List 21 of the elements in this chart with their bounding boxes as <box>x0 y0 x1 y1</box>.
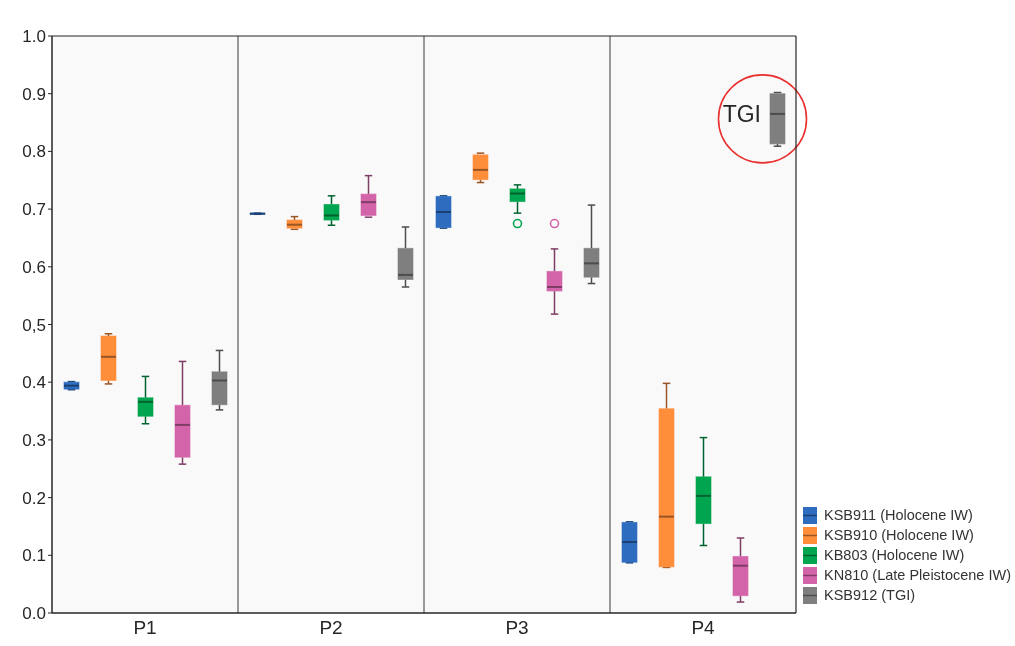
x-tick-label: P2 <box>319 617 343 639</box>
y-tick-label: 0.6 <box>22 257 46 277</box>
y-tick-label: 0.2 <box>22 488 46 508</box>
x-tick-label: P1 <box>133 617 157 639</box>
y-tick-label: 0.1 <box>22 546 46 566</box>
y-tick-label: 0.4 <box>22 373 46 393</box>
y-tick-label: 0.9 <box>22 84 46 104</box>
y-tick-label: 0,5 <box>22 315 46 335</box>
legend-label: KB803 (Holocene IW) <box>824 546 965 565</box>
annotation: TGI <box>722 100 761 127</box>
y-tick-label: 1.0 <box>22 27 46 47</box>
y-tick-label: 0.0 <box>22 604 46 624</box>
x-tick-label: P4 <box>691 617 716 639</box>
legend-label: KSB910 (Holocene IW) <box>824 526 974 545</box>
y-tick-label: 0.7 <box>22 200 46 220</box>
y-tick-label: 0.8 <box>22 142 46 162</box>
x-tick-label: P3 <box>505 617 529 639</box>
y-tick-label: 0.3 <box>22 430 46 450</box>
legend-label: KSB911 (Holocene IW) <box>824 506 973 525</box>
legend-label: KSB912 (TGI) <box>824 586 916 605</box>
legend-label: KN810 (Late Pleistocene IW) <box>824 566 1011 585</box>
